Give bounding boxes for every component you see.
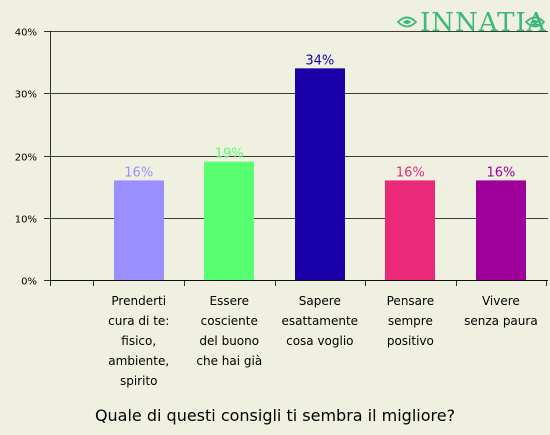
chart-title: Quale di questi consigli ti sembra il mi… bbox=[94, 406, 456, 425]
x-tick-label-line: cosa voglio bbox=[286, 334, 354, 348]
x-tick-label-line: Essere bbox=[209, 294, 250, 308]
y-tick-label: 40% bbox=[15, 28, 37, 39]
x-tick-label-line: cura di te: bbox=[108, 314, 170, 328]
leaf-icon bbox=[396, 16, 418, 28]
x-tick-label-line: Vivere bbox=[481, 294, 520, 308]
x-tick-label-line: positivo bbox=[386, 334, 434, 348]
x-tick-label-line: sempre bbox=[387, 314, 433, 328]
y-tick-label: 0% bbox=[21, 277, 37, 288]
x-tick-label-line: cosciente bbox=[200, 314, 258, 328]
x-tick-label-line: Sapere bbox=[298, 294, 341, 308]
x-tick-label-line: Pensare bbox=[386, 294, 435, 308]
y-tick-label: 20% bbox=[15, 153, 37, 164]
data-label: 16% bbox=[124, 165, 153, 180]
x-tick-label-line: ambiente, bbox=[108, 354, 170, 368]
axes bbox=[50, 31, 548, 286]
x-tick-label-line: spirito bbox=[119, 374, 158, 388]
x-tick-label-line: senza paura bbox=[464, 314, 538, 328]
data-label: 34% bbox=[305, 53, 334, 68]
x-tick-label: Pensare sempre positivo bbox=[368, 291, 452, 351]
bar bbox=[385, 180, 435, 280]
bar bbox=[114, 180, 164, 280]
x-tick-label-line: che hai già bbox=[196, 354, 263, 368]
x-tick-label-line: fisico, bbox=[121, 334, 157, 348]
data-label: 19% bbox=[215, 147, 244, 162]
x-tick-label: Prenderti cura di te: fisico, ambiente, spir… bbox=[97, 291, 181, 391]
bar bbox=[476, 180, 526, 280]
x-tick-label: Sapere esattamente cosa voglio bbox=[278, 291, 362, 351]
logo-text: INNATIA bbox=[420, 8, 547, 38]
x-tick-label-line: esattamente bbox=[281, 314, 359, 328]
y-tick-label: 30% bbox=[15, 90, 37, 101]
x-tick-label: Essere cosciente del buono che hai già bbox=[187, 291, 271, 371]
bar bbox=[204, 161, 254, 280]
data-label: 16% bbox=[486, 165, 515, 180]
value-labels: 16% 19% 34% 16% 16% bbox=[124, 53, 515, 180]
bar bbox=[295, 68, 345, 280]
innatia-logo: INNATIA bbox=[396, 8, 547, 38]
leaf-icon bbox=[524, 16, 546, 28]
data-label: 16% bbox=[396, 165, 425, 180]
y-axis-ticks: 0% 10% 20% 30% 40% bbox=[15, 28, 37, 288]
x-tick-label-line: Prenderti bbox=[111, 294, 167, 308]
x-tick-label-line: del buono bbox=[199, 334, 260, 348]
y-tick-label: 10% bbox=[15, 215, 37, 226]
bars bbox=[114, 68, 526, 280]
x-tick-label: Vivere senza paura bbox=[459, 291, 543, 331]
